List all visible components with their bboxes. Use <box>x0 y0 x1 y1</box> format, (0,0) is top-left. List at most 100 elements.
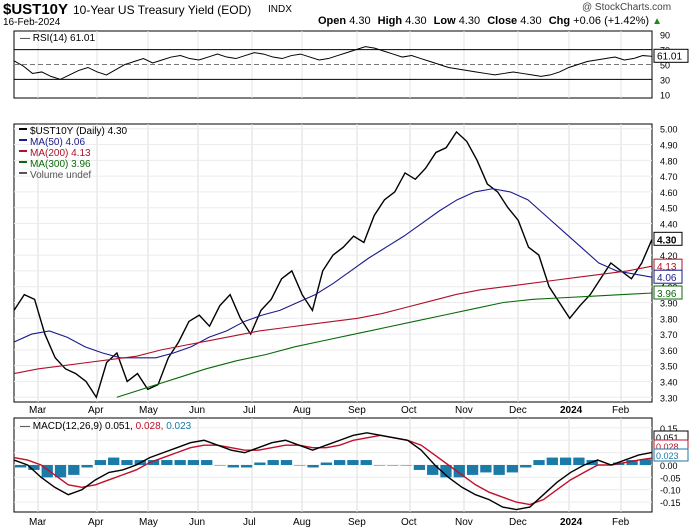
price-x-tick: May <box>139 405 158 416</box>
macd-tick-label: -0.05 <box>660 473 681 483</box>
macd-x-tick: Mar <box>29 517 47 528</box>
macd-hist-bar <box>413 465 426 470</box>
price-legend-1: MA(50) 4.06 <box>30 137 85 148</box>
price-tick-label: 5.00 <box>660 125 678 135</box>
macd-hist-bar <box>174 460 186 465</box>
price-x-tick: Jul <box>243 405 256 416</box>
price-legend-swatch-4 <box>19 172 27 174</box>
price-legend-swatch-2 <box>19 150 27 152</box>
macd-hist-bar <box>520 465 532 468</box>
macd-hist-bar <box>28 465 40 470</box>
low-label: Low <box>433 15 456 27</box>
macd-hist-bar <box>15 465 27 468</box>
macd-tick-label: -0.10 <box>660 486 681 496</box>
macd-hist-bar <box>387 465 399 466</box>
instrument-name: 10-Year US Treasury Yield (EOD) <box>73 3 252 17</box>
macd-hist-bar <box>254 462 266 465</box>
macd-hist-bar <box>639 459 651 465</box>
price-x-tick: 2024 <box>560 405 583 416</box>
macd-hist-bar <box>400 465 412 466</box>
macd-hist-bar <box>294 465 306 466</box>
price-tag-box-3 <box>653 285 683 300</box>
ohlc-readout: Open 4.30 High 4.30 Low 4.30 Close 4.30 … <box>318 15 662 27</box>
macd-tag-2: 0.023 <box>656 451 679 461</box>
macd-hist-bar <box>267 460 279 465</box>
macd-x-tick: May <box>139 517 158 528</box>
price-x-tick: Mar <box>29 405 47 416</box>
price-tick-label: 3.40 <box>660 377 678 387</box>
close-value: 4.30 <box>520 15 542 27</box>
macd-hist-bar <box>559 457 572 465</box>
macd-hist-bar <box>94 460 107 465</box>
chart-header: $UST10Y 10-Year US Treasury Yield (EOD) … <box>0 0 700 30</box>
rsi-tick-label: 10 <box>660 90 670 100</box>
macd-hist-bar <box>493 465 505 475</box>
macd-hist-bar <box>626 460 638 465</box>
macd-x-tick: Jul <box>243 517 256 528</box>
macd-hist-bar <box>480 465 492 473</box>
rsi-legend: — RSI(14) 61.01 <box>20 33 95 44</box>
macd-x-tick: Dec <box>509 517 527 528</box>
macd-hist-bar <box>214 465 226 466</box>
price-x-tick: Sep <box>348 405 366 416</box>
macd-line <box>13 432 653 511</box>
price-x-tick: Apr <box>88 405 104 416</box>
price-tick-label: 3.30 <box>660 393 678 403</box>
macd-hist-bar <box>307 465 319 468</box>
price-legend-0: $UST10Y (Daily) 4.30 <box>30 126 128 137</box>
macd-x-tick: Oct <box>401 517 417 528</box>
price-tick-label: 3.90 <box>660 298 678 308</box>
price-tick-label: 4.20 <box>660 251 678 261</box>
price-x-tick: Nov <box>455 405 473 416</box>
price-tick-label: 4.90 <box>660 141 678 151</box>
macd-hist-bar <box>81 465 93 468</box>
price-tick-label: 4.80 <box>660 156 678 166</box>
macd-legend-value-2: 0.023 <box>166 421 191 432</box>
price-tag-2: 4.06 <box>657 273 677 284</box>
signal-line <box>13 434 653 506</box>
macd-hist-bar <box>121 460 133 465</box>
rsi-line <box>13 46 653 80</box>
price-x-tick: Oct <box>401 405 417 416</box>
price-tick-label: 3.80 <box>660 314 678 324</box>
macd-hist-bar <box>147 460 160 465</box>
macd-x-tick: 2024 <box>560 517 583 528</box>
price-legend-swatch-1 <box>19 139 27 141</box>
macd-legend: — MACD(12,26,9) 0.051, 0.028, 0.023 <box>20 421 192 432</box>
chg-value: +0.06 (+1.42%) <box>573 15 650 27</box>
price-tick-label: 4.40 <box>660 220 678 230</box>
macd-hist-bar <box>373 465 386 466</box>
macd-legend-value-1: 0.028, <box>136 421 167 432</box>
open-value: 4.30 <box>349 15 371 27</box>
price-legend-3: MA(300) 3.96 <box>30 159 91 170</box>
macd-x-tick: Sep <box>348 517 366 528</box>
ust10y-line <box>13 130 653 399</box>
macd-x-tick: Aug <box>293 517 311 528</box>
macd-hist-bar <box>453 465 465 478</box>
price-tag-box-2 <box>653 269 683 284</box>
high-value: 4.30 <box>405 15 427 27</box>
macd-tag-1: 0.028 <box>656 442 679 452</box>
macd-tick-label: 0.15 <box>660 424 678 434</box>
macd-hist-bar <box>440 465 452 478</box>
macd-hist-bar <box>347 460 359 465</box>
macd-hist-bar <box>506 465 519 473</box>
macd-legend-value-0: 0.051, <box>105 421 136 432</box>
price-tag-3: 3.96 <box>657 289 677 300</box>
watermark: @ StockCharts.com <box>582 2 672 13</box>
macd-x-tick: Feb <box>612 517 630 528</box>
macd-hist-bar <box>427 465 439 475</box>
open-label: Open <box>318 15 347 27</box>
price-tick-label: 4.60 <box>660 188 678 198</box>
rsi-last-value-box <box>653 48 689 63</box>
price-x-tick: Aug <box>293 405 311 416</box>
price-tick-label: 3.60 <box>660 346 678 356</box>
macd-hist-bar <box>280 460 293 465</box>
price-legend-swatch-3 <box>19 161 27 163</box>
low-value: 4.30 <box>458 15 481 27</box>
macd-hist-bar <box>108 457 120 465</box>
rsi-tick-label: 90 <box>660 31 670 41</box>
price-x-tick: Dec <box>509 405 527 416</box>
